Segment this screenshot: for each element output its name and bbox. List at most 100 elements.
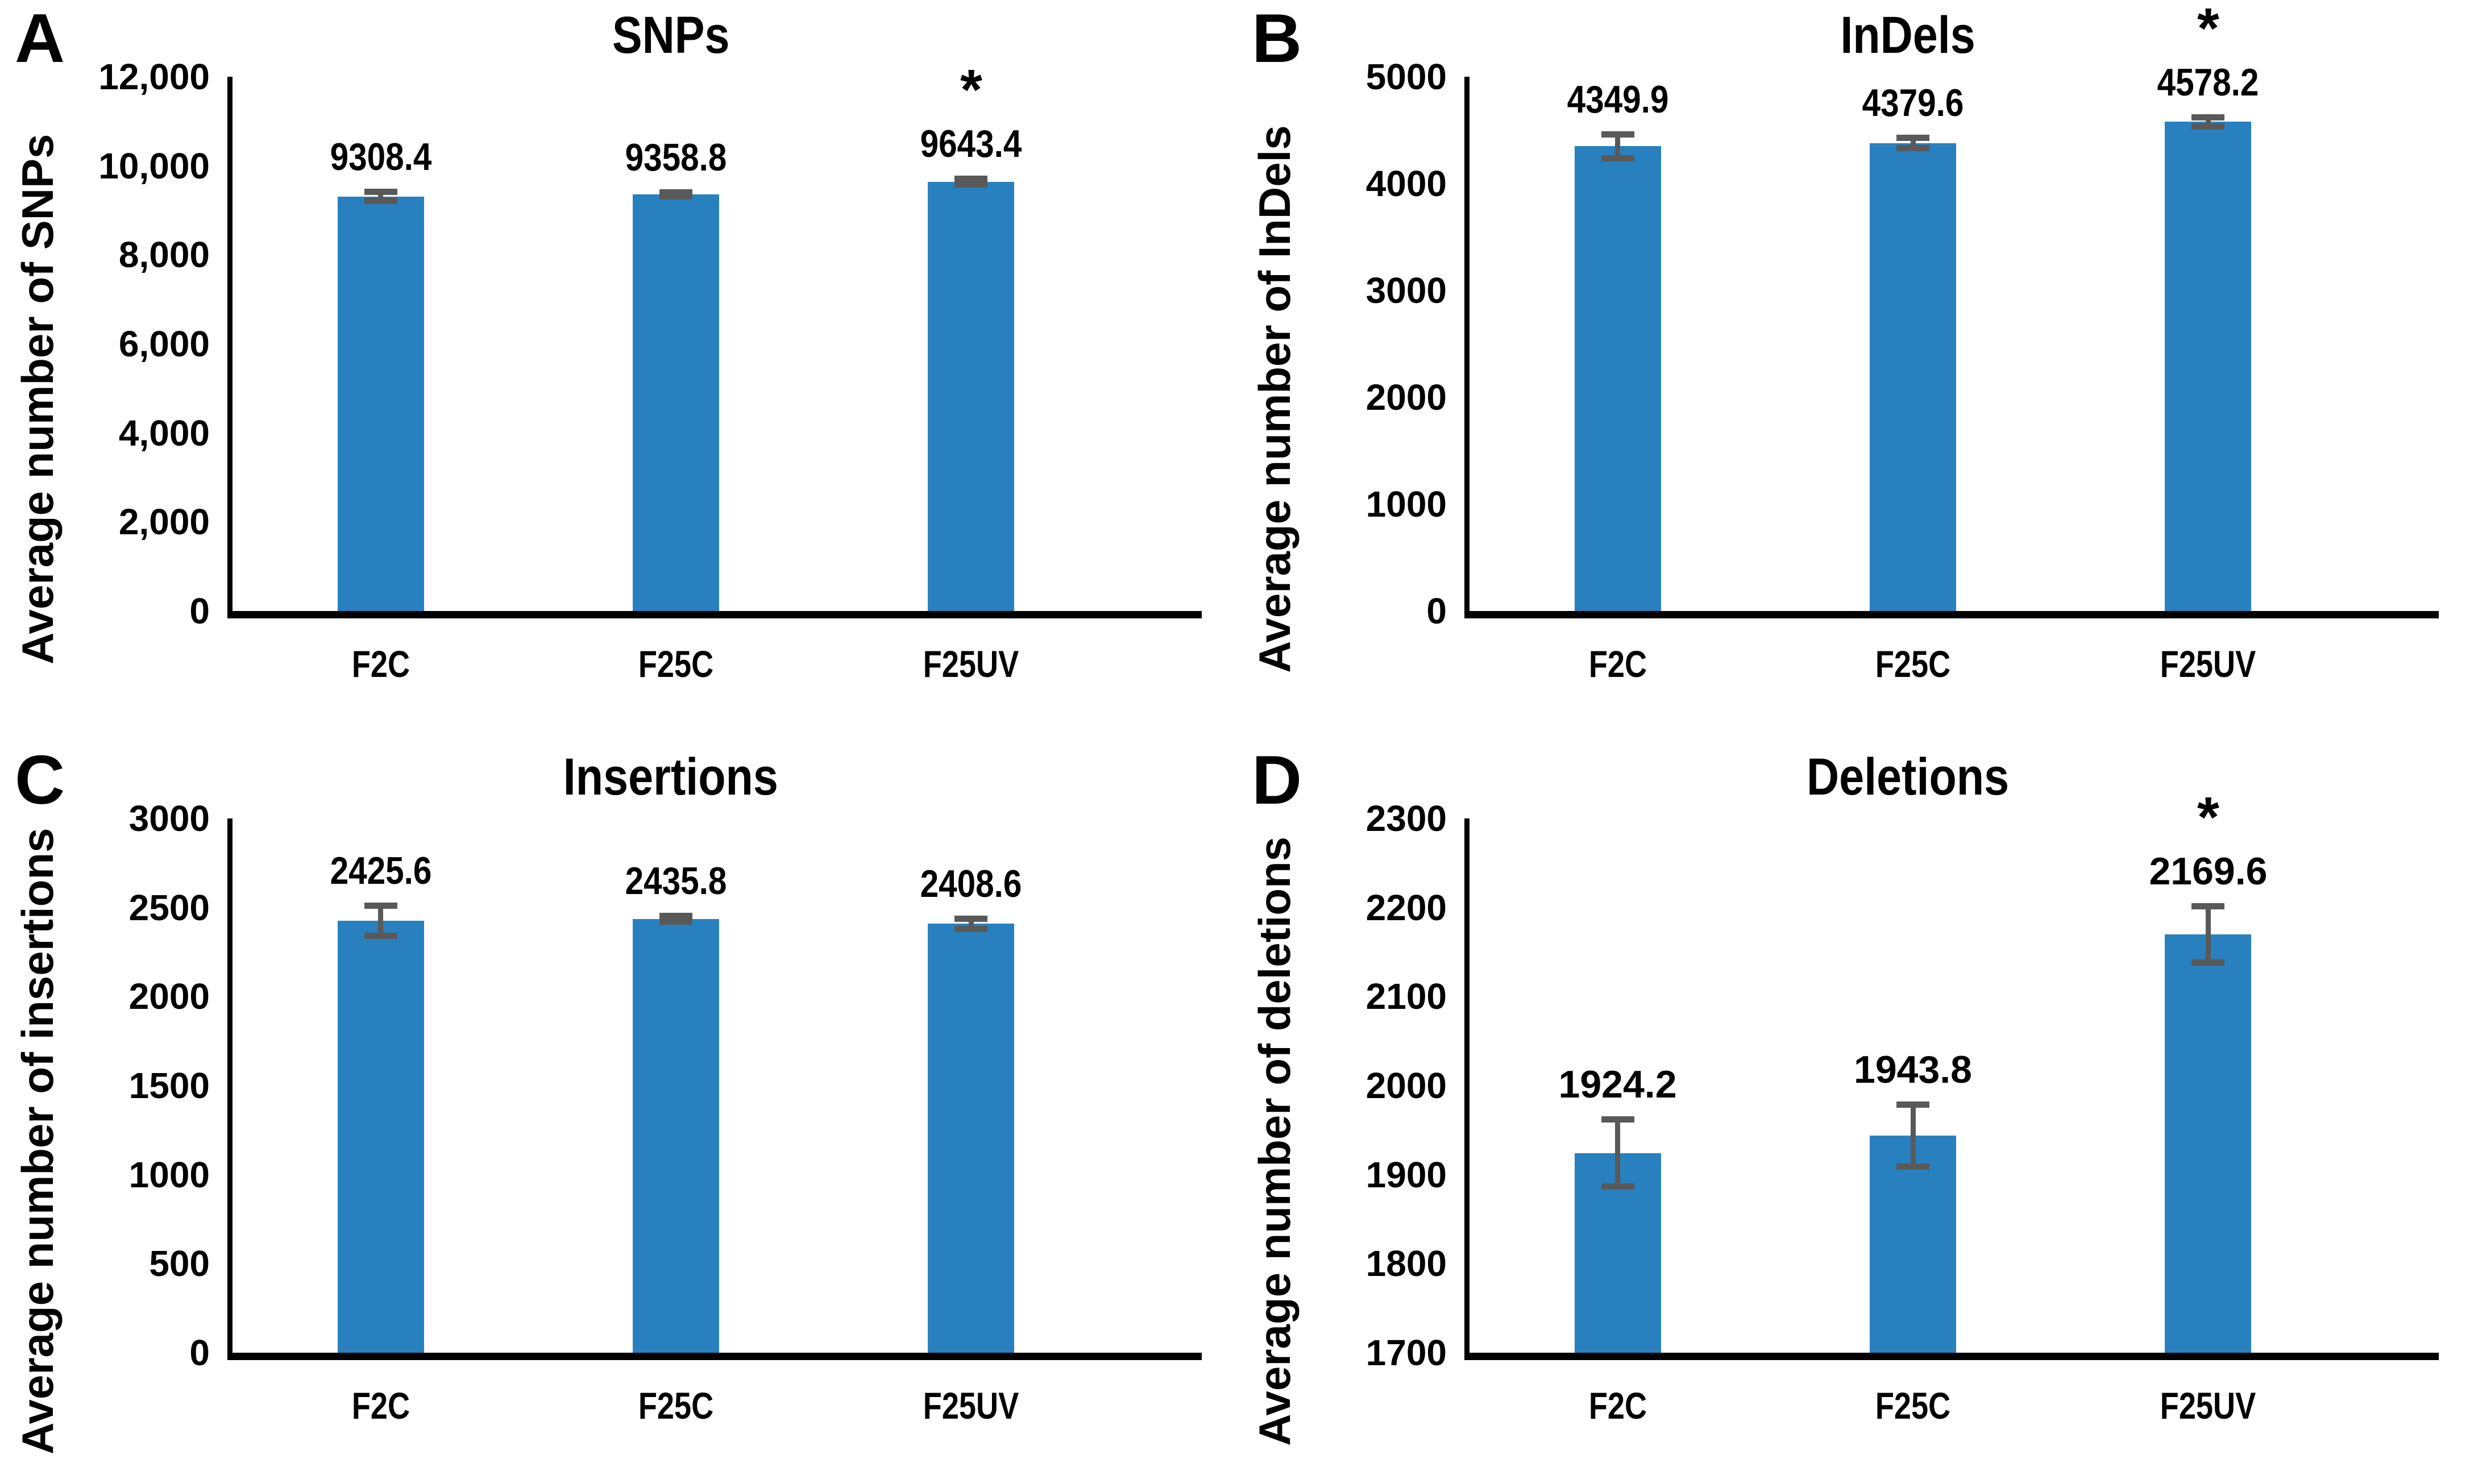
chart-title: InDels bbox=[1464, 6, 2351, 65]
x-tick-label: F2C bbox=[351, 1385, 410, 1427]
y-tick-label: 1900 bbox=[1365, 1154, 1447, 1195]
data-label: 4578.2 bbox=[2157, 60, 2259, 104]
error-bar-cap bbox=[1601, 131, 1634, 138]
error-bar-cap bbox=[1601, 1116, 1634, 1123]
y-tick-label: 2000 bbox=[1365, 377, 1447, 418]
y-tick-label: 5000 bbox=[1365, 56, 1447, 97]
error-bar-cap bbox=[364, 198, 397, 205]
x-tick-label: F25UV bbox=[923, 643, 1019, 685]
panel-letter: D bbox=[1252, 741, 1302, 818]
bar bbox=[928, 181, 1015, 611]
data-label: 2169.6 bbox=[2149, 850, 2268, 893]
error-bar bbox=[2205, 906, 2211, 963]
x-tick-label: F25C bbox=[1875, 1385, 1951, 1427]
x-tick-label: F2C bbox=[1588, 643, 1647, 685]
panel-b-indels: B InDels Average number of InDels 0 1000 2000… bbox=[1237, 0, 2474, 742]
error-bar-cap bbox=[1601, 1183, 1634, 1190]
chart-title-text: Deletions bbox=[1806, 748, 2010, 806]
panel-a-snps: A SNPs Average number of SNPs 0 2,000 4,000 6,… bbox=[0, 0, 1237, 742]
error-bar-cap bbox=[2191, 959, 2225, 966]
error-bar-cap bbox=[364, 903, 397, 909]
error-bar bbox=[378, 192, 384, 202]
chart-title: Deletions bbox=[1464, 747, 2351, 807]
panel-letter: B bbox=[1252, 0, 1302, 77]
plot-area: 0 2,000 4,000 6,000 8,000 10,000 12,000 9308.4 F… bbox=[98, 56, 1202, 685]
error-bar bbox=[1615, 1119, 1621, 1187]
y-tick-label: 4,000 bbox=[118, 412, 210, 454]
error-bar bbox=[968, 918, 974, 929]
error-bar-cap bbox=[954, 915, 988, 922]
x-tick-label: F25C bbox=[1875, 643, 1951, 685]
error-bar-cap bbox=[1601, 155, 1634, 161]
panel-d-deletions: D Deletions Average number of deletions 170… bbox=[1237, 742, 2474, 1484]
y-tick-label: 2,000 bbox=[118, 501, 210, 543]
error-bar-cap bbox=[659, 918, 692, 925]
error-bar-cap bbox=[954, 176, 988, 182]
data-label: 1924.2 bbox=[1558, 1063, 1677, 1107]
chart-title-text: SNPs bbox=[612, 6, 730, 64]
data-label: 1943.8 bbox=[1854, 1048, 1972, 1092]
y-tick-label: 2200 bbox=[1365, 887, 1447, 928]
error-bar bbox=[2205, 117, 2211, 127]
y-tick-label: 2100 bbox=[1365, 976, 1447, 1017]
data-label: 2408.6 bbox=[920, 862, 1022, 905]
plot-area: 1700 1800 1900 2000 2100 2200 2300 1924.2 F2C 194… bbox=[1366, 789, 2439, 1427]
data-label: 4349.9 bbox=[1567, 77, 1668, 121]
error-bar-cap bbox=[659, 193, 692, 200]
panel-letter: A bbox=[15, 0, 65, 77]
y-tick-label: 500 bbox=[149, 1243, 210, 1285]
error-bar-cap bbox=[364, 932, 397, 939]
x-tick-label: F25UV bbox=[923, 1385, 1019, 1427]
error-bar-cap bbox=[2191, 123, 2225, 130]
data-label: 2425.6 bbox=[330, 849, 431, 893]
bar bbox=[633, 194, 719, 611]
y-tick-label: 1700 bbox=[1365, 1332, 1447, 1373]
error-bar-cap bbox=[364, 189, 397, 196]
y-tick-label: 4000 bbox=[1365, 163, 1447, 204]
y-tick-label: 6,000 bbox=[118, 323, 210, 364]
error-bar-cap bbox=[2191, 903, 2225, 910]
y-tick-label: 2300 bbox=[1365, 798, 1447, 839]
chart-title: Insertions bbox=[227, 747, 1114, 807]
y-tick-label: 0 bbox=[189, 591, 210, 631]
data-label: 9643.4 bbox=[920, 122, 1022, 166]
x-tick-label: F25UV bbox=[2160, 1385, 2256, 1427]
y-tick-label: 1000 bbox=[1365, 484, 1447, 525]
data-label: 9308.4 bbox=[330, 135, 431, 179]
bar bbox=[928, 924, 1015, 1353]
x-tick-label: F25C bbox=[638, 643, 714, 685]
error-bar-cap bbox=[659, 189, 692, 196]
bar bbox=[633, 918, 719, 1353]
bar bbox=[1574, 146, 1661, 611]
error-bar bbox=[1910, 1104, 1916, 1167]
chart-title: SNPs bbox=[227, 6, 1114, 65]
error-bar bbox=[378, 905, 384, 936]
error-bar-cap bbox=[954, 925, 988, 932]
y-tick-label: 10,000 bbox=[98, 145, 210, 186]
x-tick-label: F25UV bbox=[2160, 643, 2256, 685]
y-tick-label: 0 bbox=[189, 1332, 210, 1373]
bar bbox=[337, 196, 424, 611]
x-tick-label: F2C bbox=[1588, 1385, 1647, 1427]
x-tick-label: F25C bbox=[638, 1385, 714, 1427]
x-tick-label: F2C bbox=[351, 643, 410, 685]
plot-area: 0 1000 2000 3000 4000 5000 4349.9 F2C 4379.6 F25C… bbox=[1366, 0, 2439, 685]
error-bar-cap bbox=[954, 181, 988, 188]
chart-title-text: InDels bbox=[1840, 6, 1975, 64]
error-bar-cap bbox=[1896, 145, 1929, 152]
error-bar bbox=[1615, 134, 1621, 159]
panel-c-insertions: C Insertions Average number of insertions 0… bbox=[0, 742, 1237, 1484]
chart-title-text: Insertions bbox=[563, 748, 779, 806]
data-label: 9358.8 bbox=[625, 135, 727, 179]
error-bar-cap bbox=[1896, 135, 1929, 142]
y-tick-label: 1500 bbox=[128, 1065, 210, 1106]
y-tick-label: 0 bbox=[1426, 591, 1447, 631]
data-label: 4379.6 bbox=[1862, 81, 1964, 125]
error-bar-cap bbox=[659, 913, 692, 920]
data-label: 2435.8 bbox=[625, 859, 727, 903]
significance-asterisk: * bbox=[2197, 785, 2219, 850]
y-tick-label: 12,000 bbox=[98, 56, 210, 97]
y-tick-label: 3000 bbox=[1365, 270, 1447, 311]
error-bar bbox=[1910, 138, 1916, 149]
